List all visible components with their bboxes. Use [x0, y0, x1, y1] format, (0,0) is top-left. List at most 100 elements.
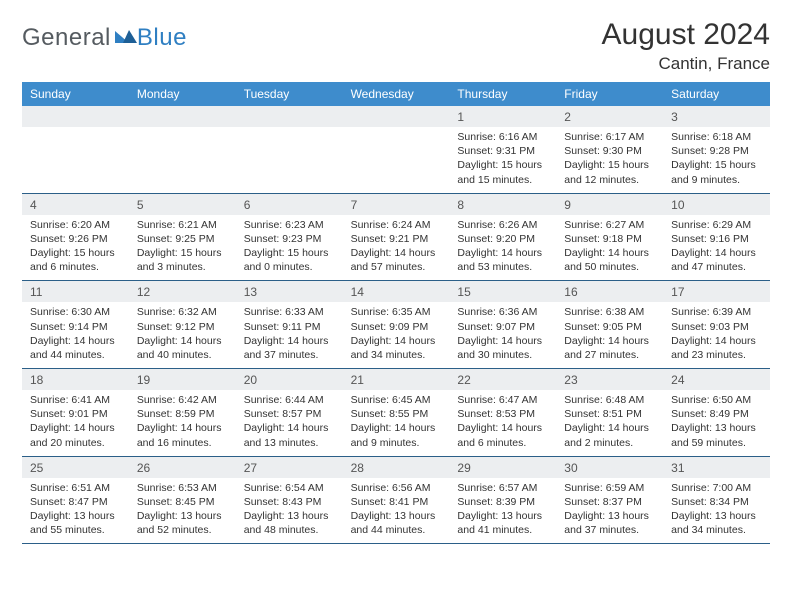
day-number: 3 [663, 106, 770, 127]
sunrise-text: Sunrise: 6:24 AM [351, 218, 442, 232]
sunrise-text: Sunrise: 6:33 AM [244, 305, 335, 319]
daylight-text: Daylight: 14 hours and 23 minutes. [671, 334, 762, 362]
logo-text-blue: Blue [137, 24, 187, 52]
sunrise-text: Sunrise: 6:39 AM [671, 305, 762, 319]
sunset-text: Sunset: 8:57 PM [244, 407, 335, 421]
day-details [129, 127, 236, 193]
day-details: Sunrise: 7:00 AMSunset: 8:34 PMDaylight:… [663, 478, 770, 544]
day-number: 28 [343, 457, 450, 478]
sunrise-text: Sunrise: 6:32 AM [137, 305, 228, 319]
day-details: Sunrise: 6:44 AMSunset: 8:57 PMDaylight:… [236, 390, 343, 456]
day-details: Sunrise: 6:17 AMSunset: 9:30 PMDaylight:… [556, 127, 663, 193]
day-details [236, 127, 343, 193]
week-row: 25262728293031Sunrise: 6:51 AMSunset: 8:… [22, 457, 770, 545]
daylight-text: Daylight: 13 hours and 41 minutes. [457, 509, 548, 537]
weekday-saturday: Saturday [663, 82, 770, 106]
logo-text-general: General [22, 24, 111, 52]
sunrise-text: Sunrise: 6:56 AM [351, 481, 442, 495]
sunrise-text: Sunrise: 6:21 AM [137, 218, 228, 232]
day-details: Sunrise: 6:38 AMSunset: 9:05 PMDaylight:… [556, 302, 663, 368]
day-number: 14 [343, 281, 450, 302]
daylight-text: Daylight: 14 hours and 30 minutes. [457, 334, 548, 362]
day-number: 6 [236, 194, 343, 215]
sunrise-text: Sunrise: 7:00 AM [671, 481, 762, 495]
sunrise-text: Sunrise: 6:59 AM [564, 481, 655, 495]
day-details: Sunrise: 6:32 AMSunset: 9:12 PMDaylight:… [129, 302, 236, 368]
day-number: 30 [556, 457, 663, 478]
day-number: 7 [343, 194, 450, 215]
sunset-text: Sunset: 8:34 PM [671, 495, 762, 509]
sunrise-text: Sunrise: 6:44 AM [244, 393, 335, 407]
weekday-thursday: Thursday [449, 82, 556, 106]
sunset-text: Sunset: 9:09 PM [351, 320, 442, 334]
sunrise-text: Sunrise: 6:57 AM [457, 481, 548, 495]
daylight-text: Daylight: 13 hours and 52 minutes. [137, 509, 228, 537]
day-number: 9 [556, 194, 663, 215]
day-details: Sunrise: 6:16 AMSunset: 9:31 PMDaylight:… [449, 127, 556, 193]
sunrise-text: Sunrise: 6:27 AM [564, 218, 655, 232]
day-number [129, 106, 236, 127]
daylight-text: Daylight: 14 hours and 47 minutes. [671, 246, 762, 274]
daylight-text: Daylight: 13 hours and 48 minutes. [244, 509, 335, 537]
header: General Blue August 2024 Cantin, France [22, 18, 770, 74]
day-number: 23 [556, 369, 663, 390]
sunset-text: Sunset: 9:07 PM [457, 320, 548, 334]
sunset-text: Sunset: 9:18 PM [564, 232, 655, 246]
day-number: 1 [449, 106, 556, 127]
sunset-text: Sunset: 9:16 PM [671, 232, 762, 246]
day-number: 20 [236, 369, 343, 390]
day-details [343, 127, 450, 193]
sunrise-text: Sunrise: 6:26 AM [457, 218, 548, 232]
day-number: 11 [22, 281, 129, 302]
week-row: 45678910Sunrise: 6:20 AMSunset: 9:26 PMD… [22, 194, 770, 282]
day-number: 25 [22, 457, 129, 478]
sunrise-text: Sunrise: 6:35 AM [351, 305, 442, 319]
sunset-text: Sunset: 9:31 PM [457, 144, 548, 158]
daylight-text: Daylight: 14 hours and 13 minutes. [244, 421, 335, 449]
daylight-text: Daylight: 14 hours and 37 minutes. [244, 334, 335, 362]
sunset-text: Sunset: 9:14 PM [30, 320, 121, 334]
day-details: Sunrise: 6:48 AMSunset: 8:51 PMDaylight:… [556, 390, 663, 456]
day-details: Sunrise: 6:20 AMSunset: 9:26 PMDaylight:… [22, 215, 129, 281]
daylight-text: Daylight: 15 hours and 3 minutes. [137, 246, 228, 274]
sunset-text: Sunset: 9:25 PM [137, 232, 228, 246]
day-number: 31 [663, 457, 770, 478]
sunrise-text: Sunrise: 6:20 AM [30, 218, 121, 232]
daylight-text: Daylight: 14 hours and 6 minutes. [457, 421, 548, 449]
sunset-text: Sunset: 8:37 PM [564, 495, 655, 509]
day-number: 29 [449, 457, 556, 478]
daylight-text: Daylight: 14 hours and 16 minutes. [137, 421, 228, 449]
day-number: 22 [449, 369, 556, 390]
sunset-text: Sunset: 9:12 PM [137, 320, 228, 334]
day-number: 10 [663, 194, 770, 215]
month-title: August 2024 [602, 18, 770, 52]
sunset-text: Sunset: 9:03 PM [671, 320, 762, 334]
day-details: Sunrise: 6:33 AMSunset: 9:11 PMDaylight:… [236, 302, 343, 368]
day-details: Sunrise: 6:45 AMSunset: 8:55 PMDaylight:… [343, 390, 450, 456]
sunrise-text: Sunrise: 6:51 AM [30, 481, 121, 495]
daylight-text: Daylight: 15 hours and 6 minutes. [30, 246, 121, 274]
day-number: 21 [343, 369, 450, 390]
daylight-text: Daylight: 14 hours and 44 minutes. [30, 334, 121, 362]
day-details: Sunrise: 6:41 AMSunset: 9:01 PMDaylight:… [22, 390, 129, 456]
sunrise-text: Sunrise: 6:16 AM [457, 130, 548, 144]
day-number: 24 [663, 369, 770, 390]
day-details: Sunrise: 6:27 AMSunset: 9:18 PMDaylight:… [556, 215, 663, 281]
sunset-text: Sunset: 9:23 PM [244, 232, 335, 246]
day-details: Sunrise: 6:21 AMSunset: 9:25 PMDaylight:… [129, 215, 236, 281]
day-number: 19 [129, 369, 236, 390]
daylight-text: Daylight: 13 hours and 59 minutes. [671, 421, 762, 449]
sunset-text: Sunset: 9:05 PM [564, 320, 655, 334]
sunrise-text: Sunrise: 6:30 AM [30, 305, 121, 319]
sunset-text: Sunset: 8:47 PM [30, 495, 121, 509]
sunset-text: Sunset: 9:30 PM [564, 144, 655, 158]
daylight-text: Daylight: 13 hours and 44 minutes. [351, 509, 442, 537]
daylight-text: Daylight: 14 hours and 34 minutes. [351, 334, 442, 362]
calendar-grid: Sunday Monday Tuesday Wednesday Thursday… [22, 82, 770, 544]
sunset-text: Sunset: 9:11 PM [244, 320, 335, 334]
daylight-text: Daylight: 15 hours and 0 minutes. [244, 246, 335, 274]
day-details: Sunrise: 6:53 AMSunset: 8:45 PMDaylight:… [129, 478, 236, 544]
day-number: 5 [129, 194, 236, 215]
sunset-text: Sunset: 9:01 PM [30, 407, 121, 421]
day-details: Sunrise: 6:39 AMSunset: 9:03 PMDaylight:… [663, 302, 770, 368]
